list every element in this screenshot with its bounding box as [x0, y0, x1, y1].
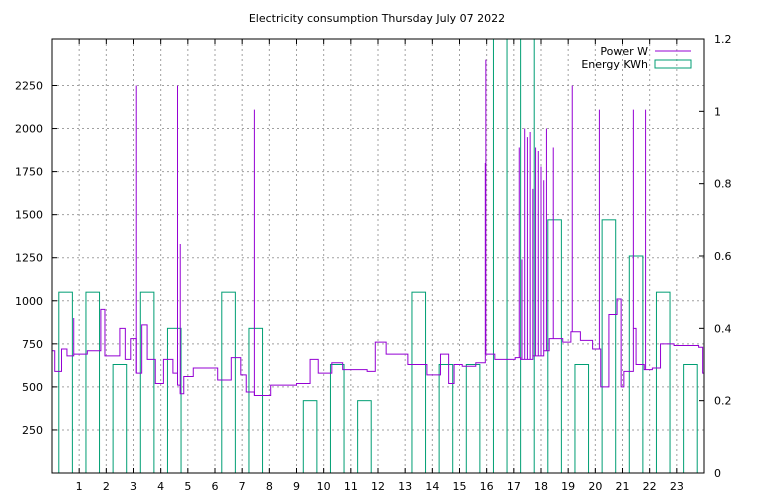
legend-energy-label: Energy KWh: [581, 58, 648, 71]
energy-bar: [221, 291, 236, 474]
y-tick-label: 750: [22, 338, 43, 351]
y-tick-label: 500: [22, 381, 43, 394]
energy-bar: [302, 400, 318, 474]
x-tick-label: 16: [480, 480, 494, 493]
x-tick-label: 3: [130, 480, 137, 493]
grid: [52, 39, 704, 473]
energy-bar: [683, 364, 698, 474]
energy-bar: [655, 291, 671, 474]
y2-tick-label: 0.8: [714, 178, 732, 191]
y-tick-label: 250: [22, 424, 43, 437]
y-tick-label: 1750: [15, 166, 43, 179]
x-tick-label: 5: [184, 480, 191, 493]
energy-bar: [248, 327, 264, 474]
y2-tick-label: 0.6: [714, 250, 732, 263]
x-tick-label: 12: [371, 480, 385, 493]
x-tick-label: 7: [239, 480, 246, 493]
x-tick-label: 9: [293, 480, 300, 493]
x-tick-label: 20: [588, 480, 602, 493]
x-tick-label: 22: [643, 480, 657, 493]
energy-bar: [574, 364, 590, 474]
x-tick-label: 23: [670, 480, 684, 493]
axis-ticks: 1 2 3 4 5 6 7 8 9 10 11 12 13 14 15 16 17 18 19 20 21 22 23250…: [15, 33, 732, 493]
power-series: [52, 59, 704, 396]
energy-bar: [139, 291, 155, 474]
x-tick-label: 2: [103, 480, 110, 493]
energy-bar: [112, 364, 128, 474]
x-tick-label: 15: [453, 480, 467, 493]
energy-bar: [438, 364, 454, 474]
energy-bar: [411, 291, 427, 474]
energy-bar: [547, 219, 562, 474]
x-tick-label: 14: [425, 480, 439, 493]
x-tick-label: 18: [534, 480, 548, 493]
x-tick-label: 21: [616, 480, 630, 493]
x-tick-label: 19: [561, 480, 575, 493]
energy-bar: [465, 364, 481, 474]
legend: Power W Energy KWh: [581, 45, 692, 71]
energy-bar: [357, 400, 372, 474]
x-tick-label: 8: [266, 480, 273, 493]
y-tick-label: 1250: [15, 252, 43, 265]
y2-tick-label: 0: [714, 467, 721, 480]
y-tick-label: 2000: [15, 123, 43, 136]
x-tick-label: 1: [76, 480, 83, 493]
y2-tick-label: 0.4: [714, 322, 732, 335]
y2-tick-label: 1: [714, 105, 721, 118]
y-tick-label: 1500: [15, 209, 43, 222]
x-tick-label: 6: [212, 480, 219, 493]
legend-energy-swatch: [654, 59, 692, 69]
x-tick-label: 11: [344, 480, 358, 493]
chart-title: Electricity consumption Thursday July 07…: [249, 12, 505, 25]
legend-power-label: Power W: [600, 45, 648, 58]
x-tick-label: 13: [398, 480, 412, 493]
y-tick-label: 1000: [15, 295, 43, 308]
energy-bar: [58, 291, 73, 474]
y2-tick-label: 1.2: [714, 33, 732, 46]
y2-tick-label: 0.2: [714, 395, 732, 408]
power-line: [52, 298, 704, 396]
energy-bar: [166, 327, 182, 474]
x-tick-label: 4: [157, 480, 164, 493]
y-tick-label: 2250: [15, 80, 43, 93]
energy-bar: [492, 38, 508, 474]
energy-bar: [329, 364, 345, 474]
energy-bar: [85, 291, 101, 474]
x-tick-label: 10: [317, 480, 331, 493]
x-tick-label: 17: [507, 480, 521, 493]
